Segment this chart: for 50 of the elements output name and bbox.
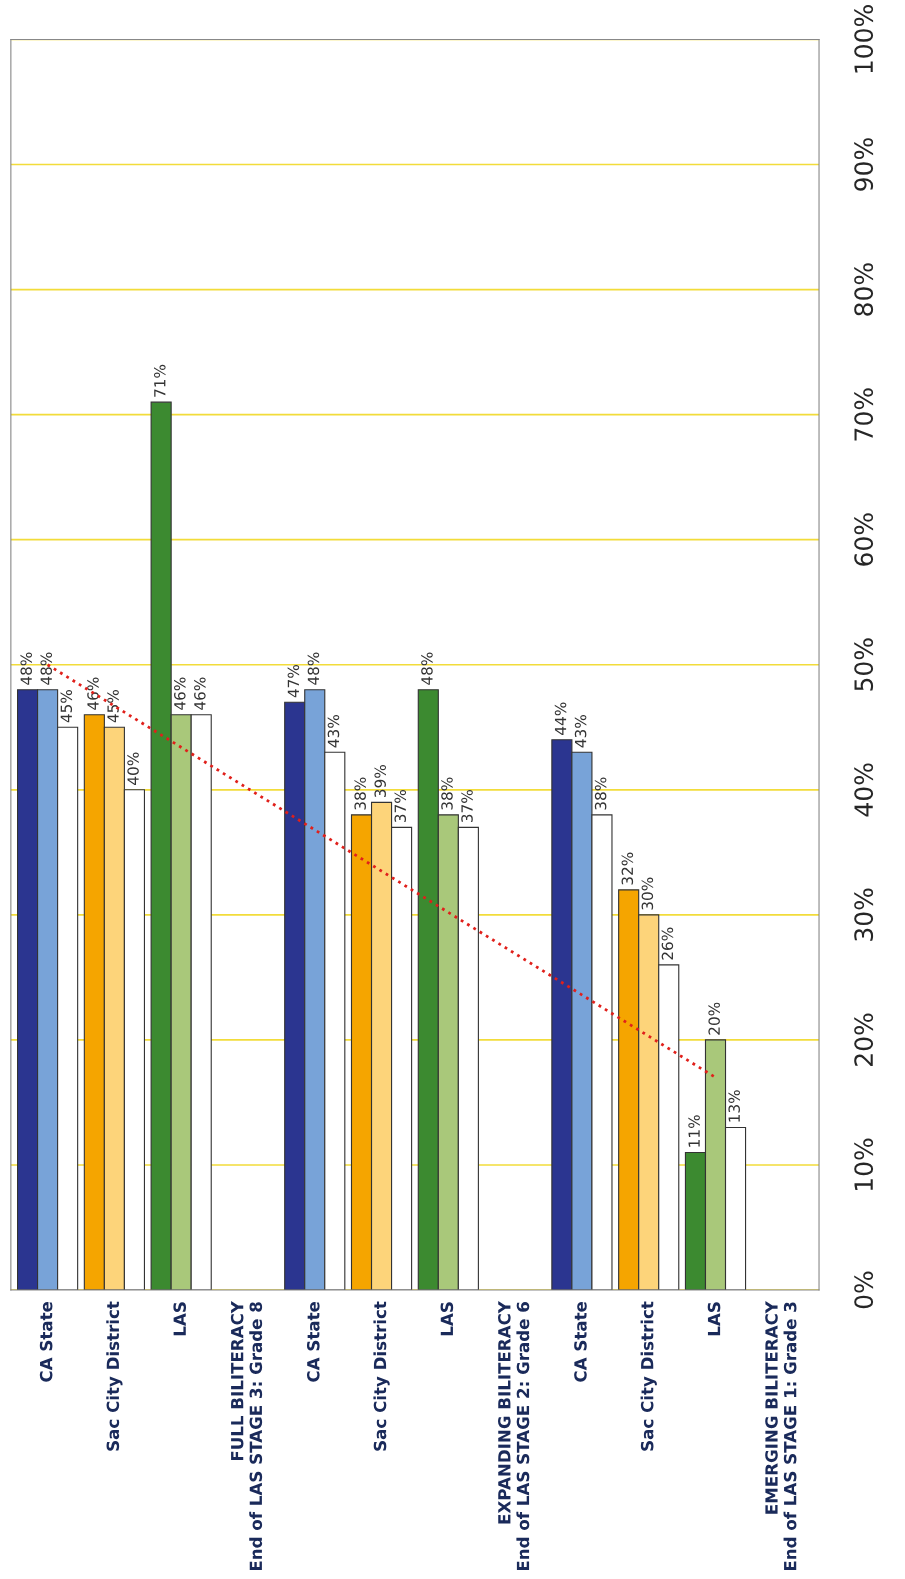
y-tick-label: 40% [854, 763, 874, 817]
x-tick-label: Sac City District [106, 1301, 123, 1451]
x-tick-label: FULL BILITERACY End of LAS STAGE 3: Grade 8 [230, 1300, 263, 1571]
y-tick-label: 100% [854, 5, 874, 73]
data-label: 46% [194, 677, 206, 710]
data-label: 45% [107, 690, 119, 723]
y-tick-label: 0% [854, 1271, 874, 1309]
data-label: 40% [127, 752, 139, 785]
data-label: 20% [708, 1002, 720, 1035]
data-label: 43% [327, 715, 340, 748]
data-label: 32% [621, 852, 634, 885]
y-tick-label: 30% [854, 888, 874, 941]
x-tick-label: CA State [306, 1301, 320, 1382]
data-label: 47% [287, 665, 300, 698]
data-label: 38% [594, 777, 607, 810]
x-tick-label: LAS [707, 1302, 721, 1336]
x-tick-label: EXPANDING BILITERACY End of LAS STAGE 2: Grade 6 [498, 1300, 530, 1571]
data-label: 46% [87, 677, 99, 710]
data-label: 38% [354, 777, 366, 810]
data-label: 44% [554, 702, 567, 735]
y-tick-label: 60% [854, 513, 874, 566]
x-tick-label: CA State [39, 1301, 53, 1382]
y-tick-label: 10% [854, 1138, 874, 1191]
data-label: 38% [441, 777, 453, 810]
data-label: 48% [20, 652, 32, 685]
data-label: 71% [154, 364, 166, 397]
data-label: 26% [661, 927, 674, 960]
data-label: 13% [728, 1090, 740, 1122]
y-tick-label: 80% [854, 263, 874, 316]
data-label: 11% [688, 1115, 700, 1147]
x-tick-label: CA State [574, 1301, 587, 1382]
data-label: 39% [374, 765, 386, 797]
y-tick-label: 20% [854, 1013, 874, 1066]
y-tick-label: 90% [854, 138, 874, 191]
data-label: 46% [174, 677, 186, 710]
data-label: 30% [641, 877, 654, 910]
x-tick-label: LAS [440, 1302, 454, 1336]
data-label: 43% [574, 715, 587, 748]
data-label: 45% [60, 690, 73, 723]
x-tick-label: Sac City District [373, 1301, 390, 1451]
x-tick-label: LAS [173, 1302, 187, 1336]
data-label: 48% [40, 652, 53, 685]
data-label: 37% [394, 790, 407, 822]
y-tick-label: 70% [854, 388, 874, 441]
x-tick-label: EMERGING BILITERACY End of LAS STAGE 1: Grade 3 [765, 1300, 797, 1571]
y-tick-label: 50% [854, 638, 874, 691]
data-label: 48% [421, 652, 433, 685]
data-label: 37% [461, 790, 473, 822]
data-label: 48% [307, 652, 320, 685]
x-tick-label: Sac City District [640, 1301, 657, 1451]
